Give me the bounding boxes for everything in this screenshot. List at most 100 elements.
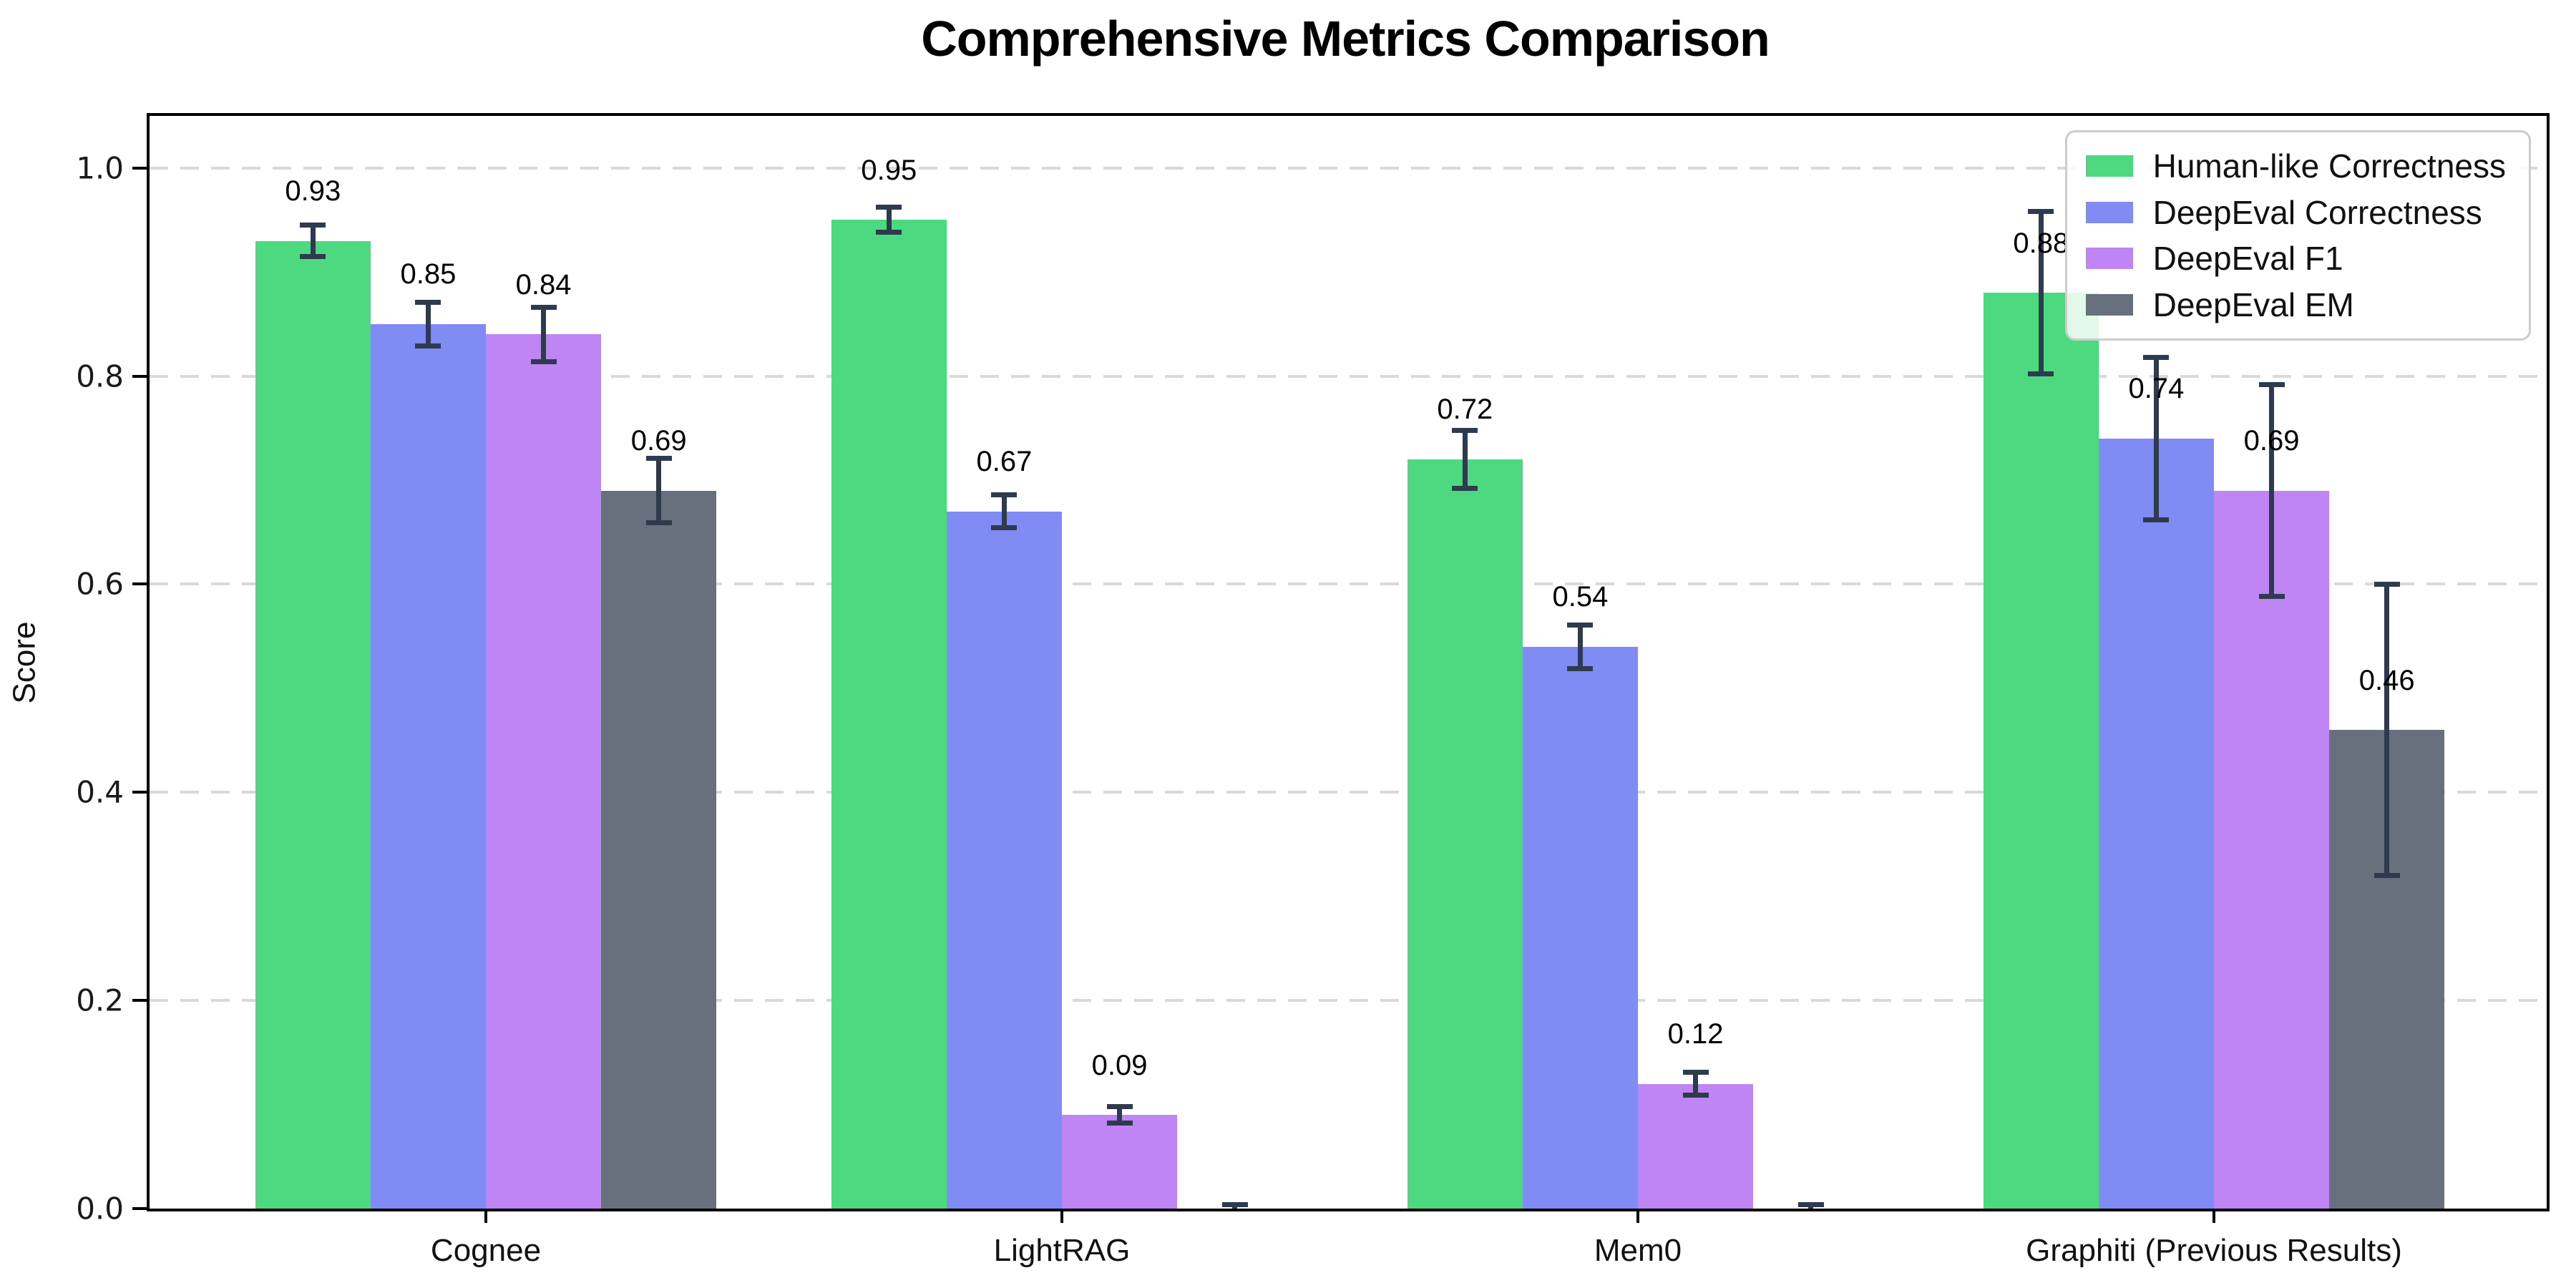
y-tick-label: 0.8 (76, 358, 124, 394)
bar-value-label: 0.46 (2358, 664, 2415, 696)
error-bar (1117, 1106, 1123, 1123)
error-bar (2269, 384, 2275, 597)
gridline (150, 166, 2547, 170)
error-bar-cap-bottom (876, 230, 902, 235)
legend-item: Human-like Correctness (2085, 147, 2506, 185)
error-bar-cap-bottom (1452, 486, 1478, 492)
legend-label: DeepEval F1 (2152, 240, 2343, 278)
x-tick (2212, 1209, 2216, 1223)
legend-label: Human-like Correctness (2152, 147, 2506, 185)
error-bar (1001, 494, 1007, 528)
error-bar (425, 302, 431, 346)
error-bar-cap-top (1567, 622, 1594, 628)
bar-value-label: 0.69 (630, 425, 687, 457)
bar-value-label: 0.85 (400, 258, 457, 291)
error-bar (2038, 211, 2044, 374)
bar-value-label: 0.93 (285, 175, 341, 207)
error-bar-cap-bottom (2143, 517, 2170, 522)
bar (1522, 646, 1638, 1209)
error-bar-cap-bottom (300, 253, 326, 259)
error-bar-cap-top (2258, 381, 2285, 387)
error-bar-cap-top (1221, 1201, 1248, 1207)
error-bar-cap-bottom (991, 525, 1018, 531)
error-bar-cap-top (1797, 1201, 1824, 1207)
bar (601, 490, 717, 1209)
y-tick (132, 999, 147, 1002)
bar (1407, 459, 1523, 1209)
y-tick (132, 166, 147, 170)
x-tick-label: LightRAG (993, 1233, 1131, 1268)
bar (255, 240, 371, 1209)
error-bar (1577, 625, 1583, 669)
gridline (150, 582, 2547, 586)
y-tick (132, 1207, 147, 1210)
error-bar-cap-top (876, 205, 902, 210)
error-bar-cap-bottom (2258, 594, 2285, 600)
error-bar-cap-top (2143, 354, 2170, 360)
y-tick-label: 0.6 (76, 566, 124, 602)
x-tick-label: Graphiti (Previous Results) (2026, 1233, 2402, 1268)
y-tick (132, 791, 147, 794)
y-tick (132, 374, 147, 378)
y-tick-label: 0.2 (76, 982, 124, 1018)
bar-value-label: 0.54 (1552, 581, 1609, 613)
bar (831, 220, 947, 1209)
bar (370, 323, 486, 1209)
y-tick-label: 0.0 (76, 1191, 124, 1226)
bar (1983, 293, 2099, 1209)
error-bar-cap-bottom (1682, 1092, 1709, 1098)
bar (1638, 1083, 1754, 1209)
error-bar-cap-top (1682, 1070, 1709, 1075)
error-bar-cap-bottom (1106, 1121, 1133, 1126)
y-tick (132, 582, 147, 586)
error-bar (886, 208, 892, 233)
gridline (150, 791, 2547, 794)
x-tick (1636, 1209, 1639, 1223)
bar-value-label: 0.72 (1437, 394, 1493, 426)
legend-swatch (2085, 155, 2133, 177)
error-bar-cap-top (645, 455, 672, 461)
gridline (150, 374, 2547, 378)
legend-label: DeepEval Correctness (2152, 193, 2482, 231)
legend-item: DeepEval Correctness (2085, 193, 2506, 231)
error-bar-cap-top (415, 299, 441, 305)
y-tick-label: 1.0 (76, 150, 124, 186)
x-tick-label: Mem0 (1594, 1233, 1682, 1268)
error-bar-cap-bottom (530, 358, 557, 364)
bar (2214, 490, 2330, 1209)
chart-title: Comprehensive Metrics Comparison (921, 11, 1770, 67)
y-axis-label-wrap: Score (0, 116, 49, 1209)
error-bar-cap-top (2373, 581, 2400, 587)
x-tick-label: Cognee (430, 1233, 542, 1268)
error-bar-cap-top (1106, 1103, 1133, 1109)
bar-value-label: 0.09 (1091, 1049, 1148, 1081)
legend-swatch (2085, 201, 2133, 223)
error-bar (1462, 430, 1468, 489)
error-bar-cap-top (300, 223, 326, 228)
x-tick (484, 1209, 487, 1223)
legend-swatch (2085, 294, 2133, 316)
error-bar-cap-bottom (1567, 665, 1594, 671)
legend-item: DeepEval EM (2085, 287, 2506, 323)
error-bar-cap-bottom (2028, 371, 2054, 377)
legend-swatch (2085, 248, 2133, 270)
bar-value-label: 0.12 (1667, 1018, 1724, 1050)
error-bar (2384, 584, 2390, 876)
bar (946, 511, 1062, 1209)
error-bar-cap-top (991, 492, 1018, 497)
bar-value-label: 0.69 (2243, 425, 2300, 457)
y-axis-label: Score (6, 621, 42, 703)
error-bar (2153, 357, 2159, 520)
error-bar-cap-bottom (645, 520, 672, 526)
bar-value-label: 0.95 (861, 154, 917, 186)
error-bar (1693, 1072, 1699, 1096)
bar (486, 334, 602, 1209)
error-bar-cap-bottom (2373, 873, 2400, 879)
error-bar (656, 458, 662, 523)
error-bar-cap-top (530, 305, 557, 311)
error-bar-cap-top (2028, 209, 2054, 215)
legend: Human-like Correctness DeepEval Correctne… (2064, 130, 2531, 341)
error-bar (310, 225, 316, 257)
plot-area: Score Human-like Correctness DeepEval Cor… (6, 113, 2550, 1268)
